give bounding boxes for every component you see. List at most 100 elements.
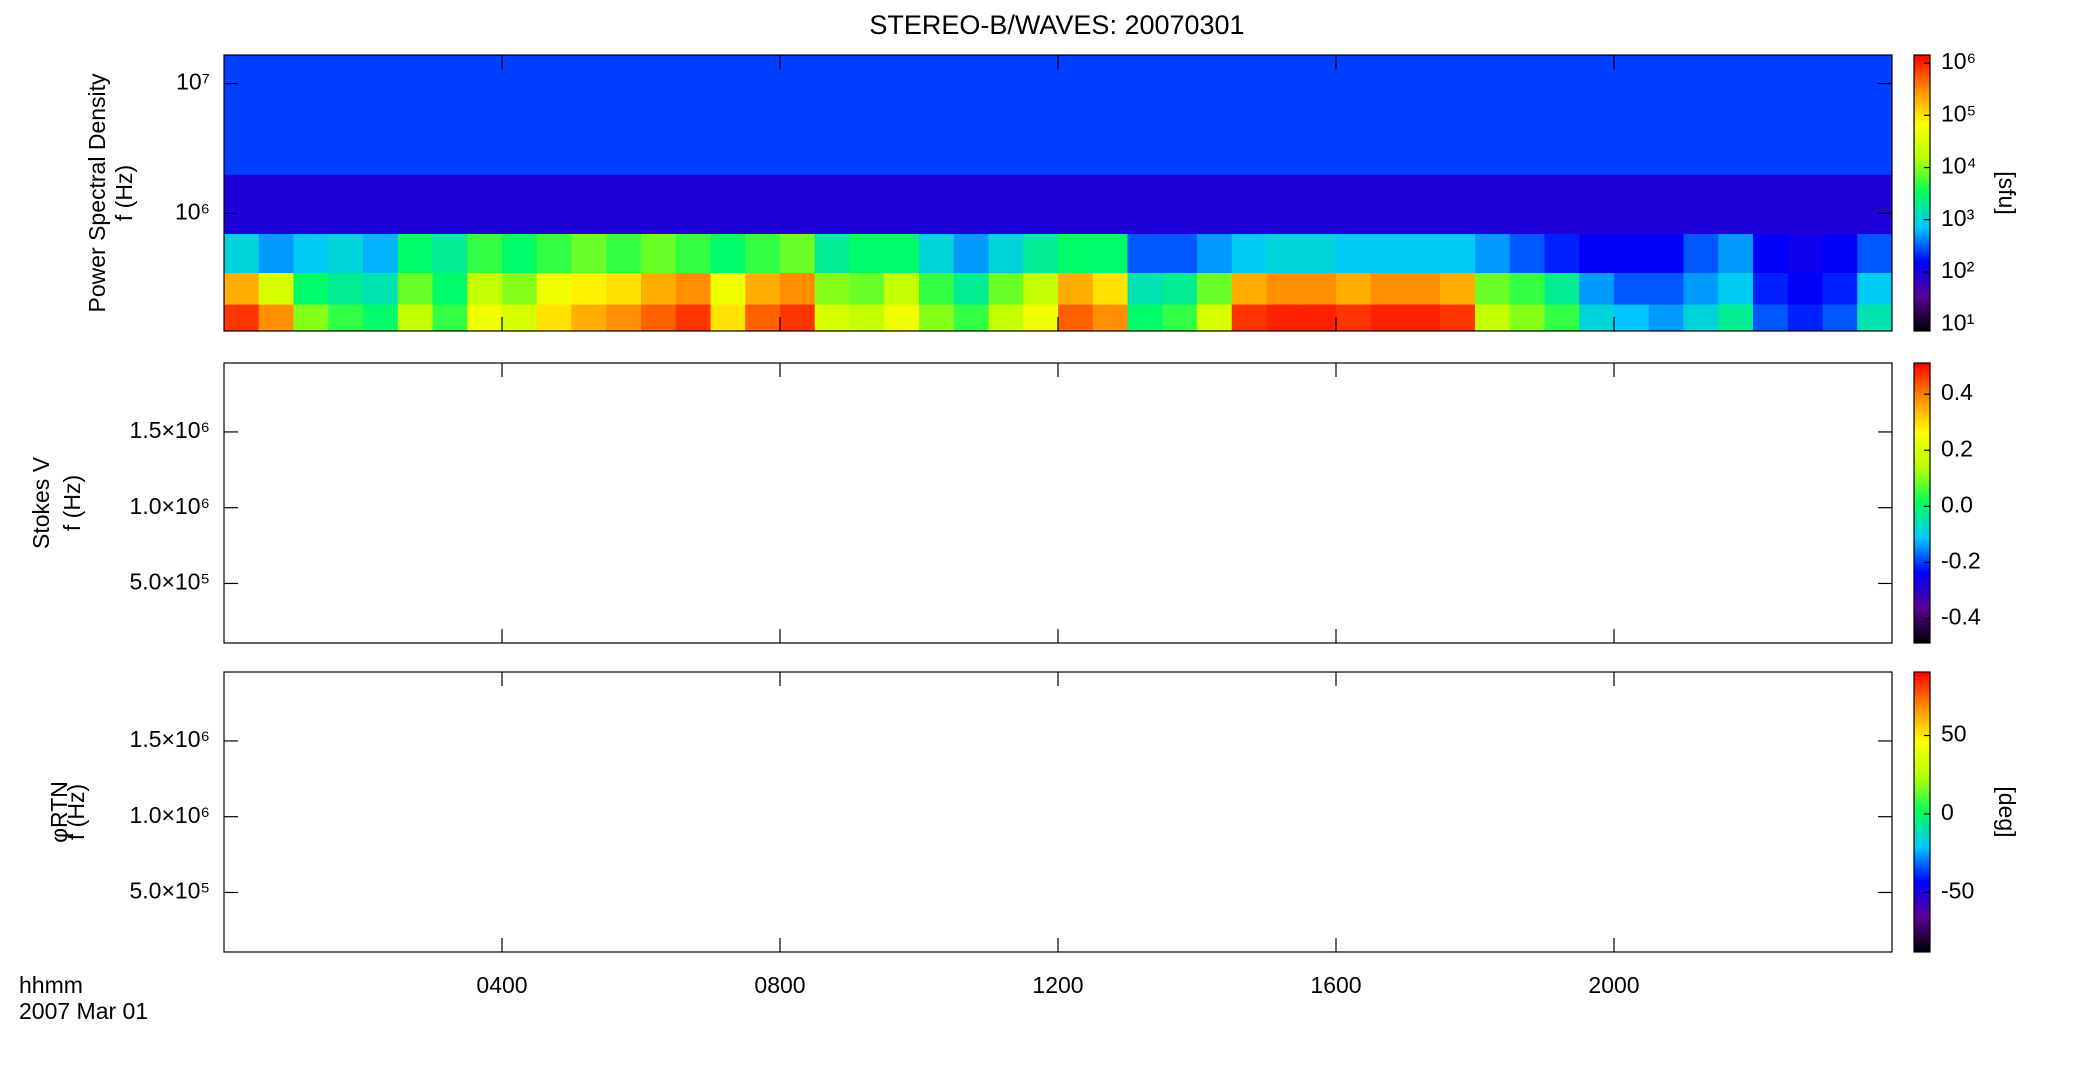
heatmap-cell [710,174,746,234]
heatmap-cell [849,233,885,274]
heatmap-cell [1336,272,1372,305]
heatmap-cell [1648,233,1684,274]
heatmap-cell [1440,272,1476,305]
heatmap-cell [1475,174,1511,234]
heatmap-cell [1683,272,1719,305]
heatmap-cell [1544,174,1580,234]
heatmap-cell [1301,55,1337,175]
heatmap-cell [1336,304,1372,332]
heatmap-cell [1822,272,1858,305]
heatmap-cell [1579,233,1615,274]
heatmap-cell [1162,272,1198,305]
heatmap-cell [919,233,955,274]
heatmap-cell [675,272,711,305]
heatmap-cell [363,55,399,175]
heatmap-cell [1023,233,1059,274]
heatmap-cell [502,272,538,305]
heatmap-cell [1058,174,1094,234]
heatmap-cell [258,174,294,234]
heatmap-cell [1405,55,1441,175]
heatmap-cell [1857,304,1893,332]
heatmap-cell [1440,304,1476,332]
heatmap-cell [363,233,399,274]
heatmap-cell [293,272,329,305]
heatmap-cell [328,304,364,332]
heatmap-cell [1231,55,1267,175]
heatmap-cell [1787,233,1823,274]
heatmap-cell [1753,304,1789,332]
heatmap-cell [397,272,433,305]
heatmap-cell [988,174,1024,234]
heatmap-cell [1440,55,1476,175]
heatmap-cell [1857,233,1893,274]
colorbar [1913,671,1931,953]
heatmap-cell [641,233,677,274]
heatmap-cell [1822,304,1858,332]
heatmap-cell [1092,304,1128,332]
heatmap-cell [397,304,433,332]
heatmap-cell [1648,174,1684,234]
heatmap-cell [1718,233,1754,274]
y-tick-label: 10⁶ [175,198,210,224]
x-tick-label: 2000 [1588,972,1639,998]
heatmap-cell [1787,55,1823,175]
heatmap-cell [1753,55,1789,175]
heatmap-cell [1509,174,1545,234]
y-tick-label: 1.5×10⁶ [130,417,210,443]
heatmap-cell [1857,55,1893,175]
heatmap-cell [1336,174,1372,234]
heatmap-cell [1370,304,1406,332]
colorbar-title: [deg] [1994,786,2020,837]
heatmap-cell [745,233,781,274]
heatmap-cell [710,304,746,332]
heatmap-cell [1475,233,1511,274]
heatmap-cell [1370,233,1406,274]
heatmap-cell [1058,233,1094,274]
heatmap-cell [1301,174,1337,234]
y-axis-title: f (Hz) [111,165,137,221]
heatmap-cell [363,304,399,332]
heatmap-cell [606,304,642,332]
heatmap-cell [397,55,433,175]
heatmap-cell [1440,233,1476,274]
heatmap-cell [641,55,677,175]
heatmap-cell [745,174,781,234]
heatmap-cell [641,304,677,332]
heatmap-cell [1231,233,1267,274]
heatmap-cell [919,272,955,305]
heatmap-cell [1683,233,1719,274]
heatmap-cell [1058,55,1094,175]
heatmap-cell [1231,304,1267,332]
heatmap-cell [467,55,503,175]
heatmap-cell [849,304,885,332]
heatmap-cell [571,55,607,175]
heatmap-cell [1162,233,1198,274]
heatmap-cell [571,272,607,305]
heatmap-cell [467,233,503,274]
heatmap-cell [467,304,503,332]
heatmap-cell [1058,272,1094,305]
heatmap-cell [953,55,989,175]
heatmap-cell [432,174,468,234]
heatmap-cell [1127,233,1163,274]
heatmap-cell [1162,174,1198,234]
heatmap-cell [849,174,885,234]
heatmap-cell [1753,174,1789,234]
heatmap-cell [432,304,468,332]
heatmap-cell [536,174,572,234]
heatmap-cell [1718,55,1754,175]
heatmap-cell [1440,174,1476,234]
heatmap-cell [1579,272,1615,305]
heatmap-cell [1405,304,1441,332]
colorbar [1913,54,1931,332]
heatmap-cell [780,233,816,274]
y-axis-title: f (Hz) [63,784,89,840]
heatmap-cell [814,174,850,234]
heatmap-cell [1197,304,1233,332]
heatmap-cell [536,233,572,274]
heatmap-cell [1787,272,1823,305]
y-tick-label: 1.0×10⁶ [130,493,210,519]
heatmap-cell [1614,233,1650,274]
heatmap-cell [745,55,781,175]
heatmap-cell [884,233,920,274]
